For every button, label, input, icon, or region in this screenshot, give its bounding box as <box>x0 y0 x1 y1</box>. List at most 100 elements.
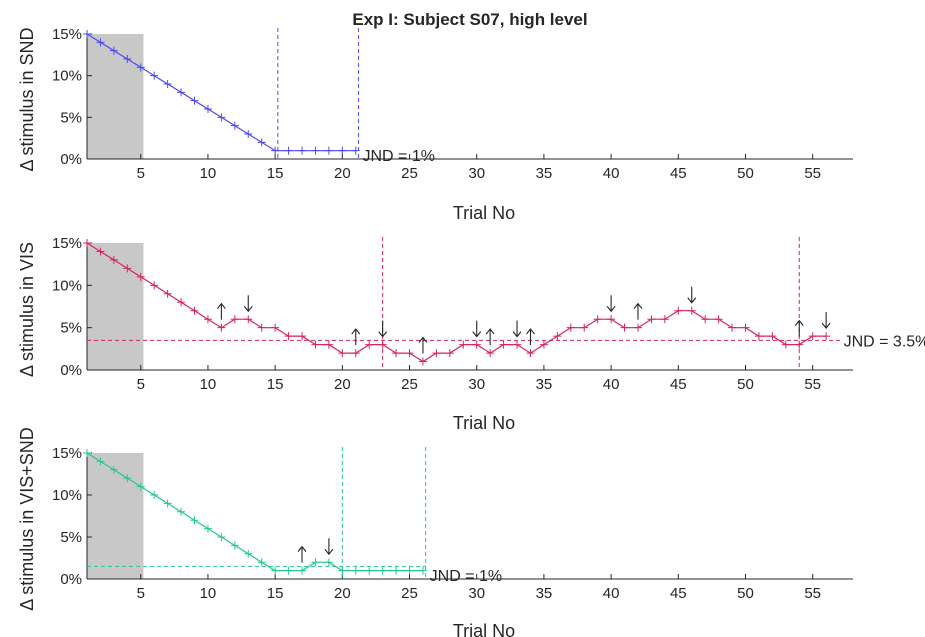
x-tick-label: 50 <box>737 585 754 602</box>
data-point-marker <box>486 349 495 358</box>
arrow-up-icon <box>351 328 361 346</box>
x-tick-label: 5 <box>137 376 145 393</box>
data-point-marker <box>284 332 293 341</box>
data-point-marker <box>244 549 253 558</box>
data-point-marker <box>136 272 145 281</box>
x-tick-label: 20 <box>334 376 351 393</box>
x-tick-label: 20 <box>334 165 351 182</box>
data-point-marker <box>324 340 333 349</box>
data-point-marker <box>271 323 280 332</box>
x-tick-label: 35 <box>536 376 553 393</box>
data-point-marker <box>728 323 737 332</box>
panel-vis-snd: 5 10 15 20 25 30 35 40 45 50 55 0% 5% 10% 15% Trial No Δ… <box>17 427 853 637</box>
data-point-marker <box>123 264 132 273</box>
x-tick-label: 50 <box>737 376 754 393</box>
data-point-marker <box>499 340 508 349</box>
x-tick-label: 15 <box>267 585 284 602</box>
data-point-marker <box>190 306 199 315</box>
data-point-marker <box>136 482 145 491</box>
arrow-up-icon <box>216 302 226 320</box>
jnd-label: JND = 3.5% <box>844 333 925 350</box>
y-tick-label: 15% <box>52 26 82 43</box>
arrow-down-icon <box>324 538 334 556</box>
x-tick-label: 45 <box>670 585 687 602</box>
training-shade <box>87 34 144 159</box>
data-point-marker <box>150 71 159 80</box>
data-point-marker <box>701 315 710 324</box>
x-tick-label: 10 <box>200 585 217 602</box>
data-point-marker <box>378 340 387 349</box>
data-point-marker <box>203 315 212 324</box>
data-point-marker <box>674 306 683 315</box>
x-tick-label: 35 <box>536 585 553 602</box>
data-point-marker <box>150 491 159 499</box>
y-tick-label: 5% <box>60 109 82 126</box>
data-point-marker <box>311 146 320 155</box>
y-tick-label: 15% <box>52 445 82 462</box>
data-point-marker <box>647 315 656 324</box>
data-point-marker <box>365 340 374 349</box>
data-point-marker <box>311 340 320 349</box>
data-point-marker <box>795 340 804 349</box>
x-tick-label: 15 <box>267 165 284 182</box>
x-tick-label: 25 <box>401 376 418 393</box>
data-point-marker <box>244 130 253 138</box>
figure-title: Exp I: Subject S07, high level <box>352 10 587 29</box>
series-line <box>86 242 827 363</box>
data-point-marker <box>83 30 91 38</box>
x-tick-label: 5 <box>137 165 145 182</box>
y-tick-label: 0% <box>60 362 82 379</box>
data-point-marker <box>298 332 307 341</box>
y-tick-label: 0% <box>60 151 82 168</box>
data-point-marker <box>580 323 589 332</box>
data-point-marker <box>230 315 239 324</box>
x-tick-label: 40 <box>603 376 620 393</box>
arrow-down-icon <box>821 312 831 330</box>
data-point-marker <box>230 541 239 550</box>
x-tick-label: 10 <box>200 165 217 182</box>
data-point-marker <box>459 340 468 349</box>
arrow-down-icon <box>606 295 616 313</box>
data-point-marker <box>271 566 280 575</box>
y-tick-label: 10% <box>52 277 82 294</box>
x-tick-label: 35 <box>536 165 553 182</box>
data-point-marker <box>163 499 172 508</box>
arrow-up-icon <box>794 319 804 337</box>
data-point-marker <box>298 566 307 575</box>
x-tick-label: 50 <box>737 165 754 182</box>
data-point-marker <box>96 457 105 466</box>
data-point-marker <box>257 323 266 332</box>
data-point-marker <box>271 146 280 155</box>
training-shade <box>87 243 144 370</box>
data-point-marker <box>513 340 522 349</box>
data-point-marker <box>405 349 414 358</box>
data-point-marker <box>338 349 347 358</box>
data-point-marker <box>150 281 159 290</box>
x-tick-label: 25 <box>401 165 418 182</box>
data-point-marker <box>633 323 642 332</box>
panel-vis: 5 10 15 20 25 30 35 40 45 50 55 0% 5% 10% 15% Trial No Δ… <box>17 235 925 433</box>
data-point-marker <box>378 566 387 575</box>
data-point-marker <box>660 315 669 324</box>
data-point-marker <box>190 516 199 525</box>
data-point-marker <box>808 332 817 341</box>
arrow-up-icon <box>633 302 643 320</box>
data-point-marker <box>418 357 427 366</box>
arrow-down-icon <box>243 295 253 313</box>
data-point-marker <box>244 315 253 324</box>
x-tick-label: 45 <box>670 376 687 393</box>
data-point-marker <box>405 566 414 575</box>
data-point-marker <box>177 507 186 516</box>
x-tick-label: 55 <box>804 376 821 393</box>
data-point-marker <box>620 323 629 332</box>
data-point-marker <box>257 138 266 147</box>
jnd-label: JND = 1% <box>430 568 502 585</box>
arrow-down-icon <box>472 320 482 338</box>
x-tick-label: 30 <box>468 165 485 182</box>
y-axis-label: Δ stimulus in VIS <box>17 242 37 377</box>
data-point-marker <box>324 558 333 567</box>
x-tick-label: 25 <box>401 585 418 602</box>
data-point-marker <box>109 46 118 55</box>
data-point-marker <box>217 113 226 122</box>
